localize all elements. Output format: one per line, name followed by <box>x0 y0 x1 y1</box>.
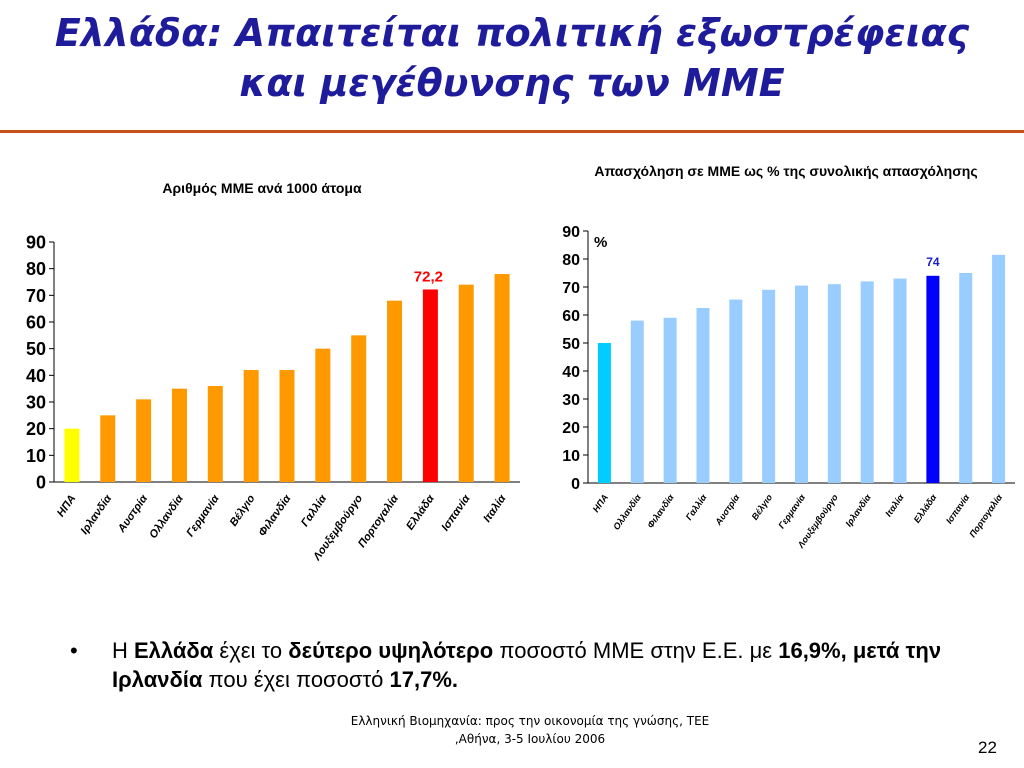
bar-5 <box>729 299 743 483</box>
y-tick-label: 30 <box>562 392 580 409</box>
y-tick-label: 10 <box>26 446 46 466</box>
y-tick-label: 70 <box>562 280 580 297</box>
bar-10 <box>893 278 907 483</box>
y-tick-label: 20 <box>26 419 46 439</box>
bar-13 <box>494 274 510 482</box>
x-category-label: Γερμανία <box>776 492 807 530</box>
y-tick-label: 60 <box>562 308 580 325</box>
y-tick-label: 10 <box>562 448 580 465</box>
bullet-bold-ireland-pct: 17,7%. <box>389 667 459 692</box>
x-category-label: Ισπανία <box>944 492 972 526</box>
y-tick-label: 90 <box>26 232 46 252</box>
bar-10 <box>387 300 403 482</box>
x-category-label: Γαλλία <box>684 492 709 522</box>
bar-8 <box>827 284 841 483</box>
y-tick-label: 80 <box>562 252 580 269</box>
chart-title: Αριθμός ΜΜΕ ανά 1000 άτομα <box>162 180 362 196</box>
bar-3 <box>136 399 152 482</box>
y-tick-label: 50 <box>562 336 580 353</box>
bar-11 <box>422 289 438 482</box>
slide-title: Ελλάδα: Απαιτείται πολιτική εξωστρέφειας… <box>0 8 1024 108</box>
bullet-text-part: έχει το <box>213 638 289 663</box>
y-tick-label: 80 <box>26 259 46 279</box>
footer-line-2: ,Αθήνα, 3-5 Ιουλίου 2006 <box>454 732 606 746</box>
bar-9 <box>351 335 367 482</box>
bar-2 <box>630 320 644 483</box>
bar-12 <box>959 273 973 483</box>
y-tick-label: 50 <box>26 339 46 359</box>
bar-13 <box>992 254 1006 483</box>
x-category-label: Αυστρία <box>713 492 742 528</box>
bullet-bold-greece: Ελλάδα <box>134 638 214 663</box>
chart-title: Απασχόληση σε ΜΜΕ ως % της συνολικής απα… <box>594 163 977 179</box>
bullet-bold-greece-pct: 16,9%, μετά την Ιρλανδία <box>112 638 942 692</box>
y-tick-label: 0 <box>571 476 580 493</box>
bar-6 <box>243 370 259 482</box>
bar-11 <box>926 275 940 483</box>
x-category-label: Ελλάδα <box>912 492 939 525</box>
bullet-text-part: που έχει ποσοστό <box>202 667 390 692</box>
bar-5 <box>207 386 223 482</box>
x-category-label: Πορτογαλία <box>967 492 1004 539</box>
bar-9 <box>860 281 874 483</box>
y-tick-label: 0 <box>36 472 46 492</box>
x-category-label: Βέλγιο <box>750 492 775 522</box>
bar-7 <box>279 370 295 482</box>
x-category-label: ΗΠΑ <box>591 492 610 514</box>
bullet-symbol: • <box>70 638 78 663</box>
y-tick-label: 20 <box>562 420 580 437</box>
bar-8 <box>315 348 331 482</box>
bar-4 <box>696 308 710 483</box>
bar-1 <box>597 343 611 483</box>
y-tick-label: 30 <box>26 392 46 412</box>
title-line-2: και μεγέθυνσης των ΜΜΕ <box>239 61 785 105</box>
footer-line-1: Ελληνική Βιομηχανία: προς την οικονομία … <box>350 714 710 728</box>
y-tick-label: 70 <box>26 286 46 306</box>
bar-2 <box>100 415 116 482</box>
bar-12 <box>458 284 474 482</box>
y-tick-label: 90 <box>562 224 580 241</box>
page-number: 22 <box>978 738 997 757</box>
y-unit-label: % <box>594 234 607 251</box>
y-tick-label: 40 <box>26 366 46 386</box>
title-divider <box>0 130 1024 133</box>
bullet-text-part: Η <box>112 638 134 663</box>
x-category-label: Φιλανδία <box>645 492 676 530</box>
x-category-label: Ιρλανδία <box>843 492 873 528</box>
bullet-bold-second-highest: δεύτερο υψηλότερο <box>288 638 494 663</box>
data-label: 74 <box>926 255 940 269</box>
y-tick-label: 40 <box>562 364 580 381</box>
bullet-text: Η Ελλάδα έχει το δεύτερο υψηλότερο ποσοσ… <box>112 636 992 694</box>
x-category-label: Ολλανδία <box>611 492 643 532</box>
bar-3 <box>663 317 677 483</box>
y-tick-label: 60 <box>26 312 46 332</box>
bar-4 <box>171 388 187 482</box>
footer: Ελληνική Βιομηχανία: προς την οικονομία … <box>300 712 760 748</box>
bar-6 <box>762 289 776 483</box>
bar-1 <box>64 428 80 482</box>
bar-7 <box>795 285 808 483</box>
x-category-label: Ιταλία <box>883 492 906 518</box>
bullet-text-part: ποσοστό ΜΜΕ στην Ε.Ε. με <box>493 638 779 663</box>
data-label: 72,2 <box>414 268 443 285</box>
title-line-1: Ελλάδα: Απαιτείται πολιτική εξωστρέφειας <box>54 11 970 55</box>
